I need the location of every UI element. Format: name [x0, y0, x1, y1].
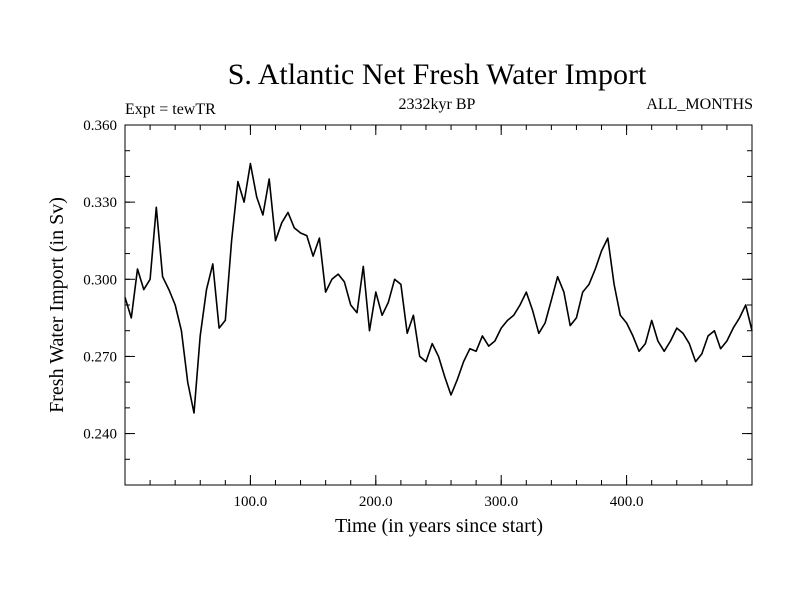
x-axis-label: Time (in years since start) — [335, 515, 543, 537]
chart-left-label: Expt = tewTR — [125, 101, 216, 118]
y-tick-label: 0.270 — [83, 349, 117, 365]
y-axis-label: Fresh Water Import (in Sv) — [46, 197, 68, 413]
plot-area: 100.0 200.0 300.0 400.0 0.240 0.270 0.300 0.330… — [83, 118, 753, 510]
y-tick-label: 0.360 — [83, 118, 117, 134]
x-tick-label: 200.0 — [359, 494, 393, 510]
chart-subtitle: 2332kyr BP — [399, 96, 476, 113]
y-tick-label: 0.300 — [83, 272, 117, 288]
x-tick-label: 100.0 — [234, 494, 268, 510]
y-tick-label: 0.330 — [83, 195, 117, 211]
plot-frame — [124, 124, 753, 486]
chart-title: S. Atlantic Net Fresh Water Import — [228, 58, 647, 91]
series-line — [124, 162, 753, 414]
chart-right-label: ALL_MONTHS — [646, 96, 753, 113]
x-tick-label: 400.0 — [610, 494, 644, 510]
y-tick-label: 0.240 — [83, 427, 117, 443]
x-tick-label: 300.0 — [484, 494, 518, 510]
